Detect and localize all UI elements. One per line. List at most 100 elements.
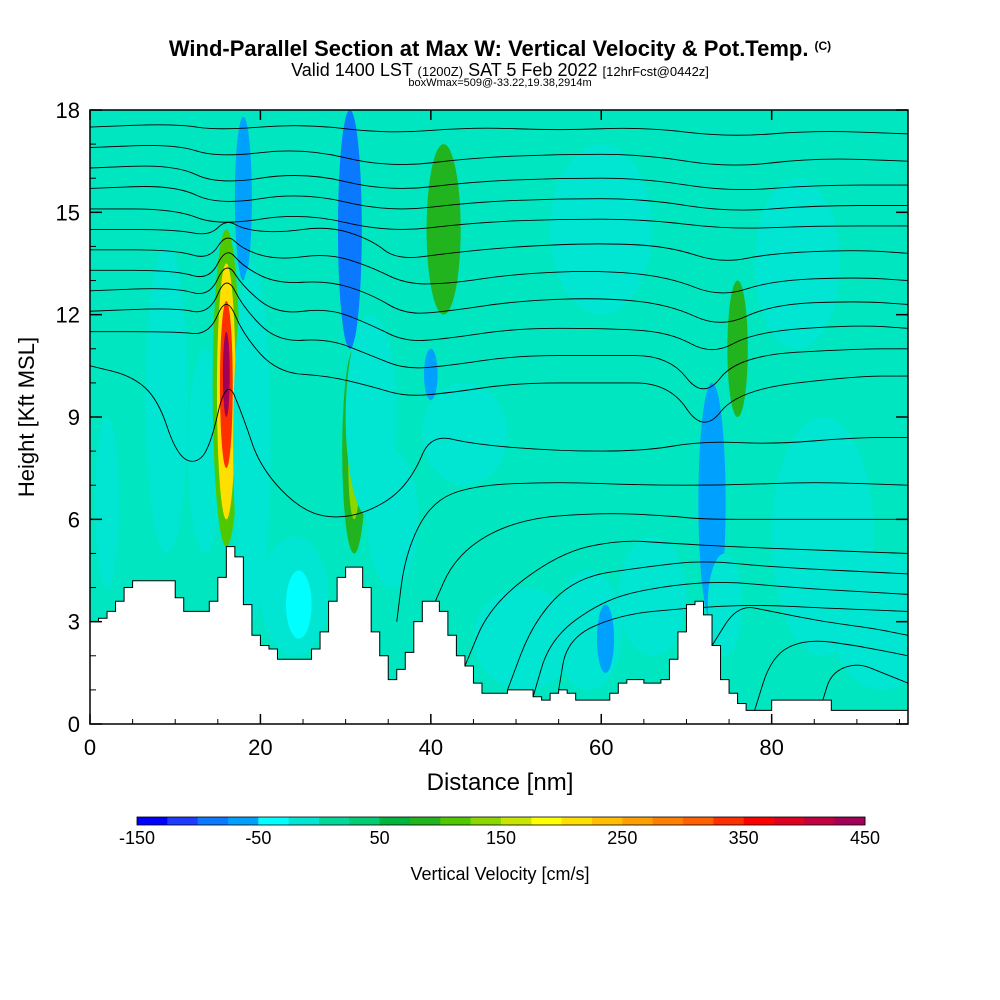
colorbar-tick-label: 150 xyxy=(486,828,516,848)
colorbar-swatch xyxy=(379,817,411,825)
theta-contour-17 xyxy=(558,605,908,690)
colorbar-tick-label: 450 xyxy=(850,828,880,848)
velocity-cell-18 xyxy=(422,382,508,486)
colorbar-swatch xyxy=(228,817,259,825)
theta-contour-6 xyxy=(90,237,908,294)
copyright-mark: (C) xyxy=(814,39,832,53)
colorbar-tick-label: -50 xyxy=(245,828,271,848)
valid-date: SAT 5 Feb 2022 xyxy=(468,60,598,80)
theta-contour-16 xyxy=(532,582,908,697)
velocity-cell-13 xyxy=(337,110,362,349)
x-axis-label: Distance [nm] xyxy=(427,769,574,796)
box-max-info: boxWmax=509@-33.22,19.38,2914m xyxy=(408,77,592,89)
velocity-cell-27 xyxy=(831,553,908,690)
velocity-cell-16 xyxy=(424,348,438,400)
theta-contour-10 xyxy=(90,304,908,423)
velocity-cell-17 xyxy=(426,144,461,315)
colorbar-swatch xyxy=(470,817,502,825)
colorbar-swatch xyxy=(622,817,654,825)
chart-title: Wind-Parallel Section at Max W: Vertical… xyxy=(168,36,832,61)
chart-subtitle: Valid 1400 LST (1200Z) SAT 5 Feb 2022 [1… xyxy=(0,60,1000,81)
velocity-cell-22 xyxy=(618,536,687,656)
colorbar-swatch xyxy=(137,817,168,825)
colorbar-swatch xyxy=(319,817,350,825)
x-tick-label: 60 xyxy=(589,735,613,760)
colorbar-swatch xyxy=(561,817,593,825)
theta-contour-13 xyxy=(430,513,908,612)
velocity-cell-10 xyxy=(285,570,312,639)
velocity-cell-24 xyxy=(707,553,742,656)
colorbar-swatch xyxy=(501,817,532,825)
y-tick-label: 6 xyxy=(68,507,80,532)
colorbar-swatch xyxy=(288,817,320,825)
potential-temperature-contours xyxy=(90,124,908,711)
axes: 0 20 40 60 80 0 3 6 9 12 15 18 xyxy=(56,98,908,760)
colorbar-tick-label: 250 xyxy=(607,828,637,848)
colorbar: -150 -50 50 150 250 350 450 xyxy=(119,816,880,848)
velocity-cell-7 xyxy=(234,116,252,281)
colorbar-swatch xyxy=(592,817,623,825)
velocity-cell-29 xyxy=(754,178,840,349)
colorbar-swatch xyxy=(804,817,836,825)
colorbar-swatch xyxy=(197,817,229,825)
theta-contour-8 xyxy=(90,267,908,351)
x-tick-label: 20 xyxy=(248,735,272,760)
y-axis-label: Height [Kft MSL] xyxy=(14,337,39,497)
x-tick-label: 40 xyxy=(419,735,443,760)
velocity-cell-15 xyxy=(366,451,419,588)
y-tick-label: 18 xyxy=(56,98,80,123)
colorbar-tick-label: 350 xyxy=(729,828,759,848)
velocity-cell-25 xyxy=(727,280,748,417)
colorbar-label: Vertical Velocity [cm/s] xyxy=(410,864,589,884)
theta-contour-11 xyxy=(90,365,908,518)
colorbar-swatch xyxy=(167,817,199,825)
y-tick-label: 15 xyxy=(56,200,80,225)
colorbar-swatch xyxy=(713,817,745,825)
plot-area xyxy=(90,110,908,724)
colorbar-swatch xyxy=(258,817,290,825)
velocity-cell-21 xyxy=(596,604,615,673)
velocity-cell-1 xyxy=(145,246,188,554)
theta-contour-5 xyxy=(90,221,908,261)
theta-contour-0 xyxy=(90,124,908,136)
x-tick-label: 80 xyxy=(759,735,783,760)
theta-contour-20 xyxy=(822,664,908,701)
y-tick-label: 0 xyxy=(68,712,80,737)
velocity-cell-28 xyxy=(550,144,653,315)
theta-contour-3 xyxy=(90,186,908,211)
terrain-mask xyxy=(90,546,908,724)
theta-contour-1 xyxy=(90,145,908,166)
theta-contour-7 xyxy=(90,252,908,323)
y-tick-label: 12 xyxy=(56,303,80,328)
colorbar-tick-label: -150 xyxy=(119,828,155,848)
theta-contour-12 xyxy=(396,482,908,622)
y-tick-label: 9 xyxy=(68,405,80,430)
colorbar-swatch xyxy=(531,817,563,825)
colorbar-swatch xyxy=(349,817,381,825)
colorbar-swatch xyxy=(440,817,472,825)
theta-contour-2 xyxy=(90,165,908,191)
theta-contour-19 xyxy=(754,640,908,711)
theta-contour-18 xyxy=(711,607,908,646)
colorbar-tick-label: 50 xyxy=(370,828,390,848)
colorbar-swatch xyxy=(774,817,805,825)
colorbar-frame xyxy=(136,816,866,826)
valid-utc: (1200Z) xyxy=(417,64,464,79)
theta-contour-9 xyxy=(90,282,908,390)
colorbar-swatch xyxy=(743,817,775,825)
forecast-info: [12hrFcst@0442z] xyxy=(602,64,709,79)
valid-time: Valid 1400 LST xyxy=(291,60,413,80)
velocity-cell-0 xyxy=(95,417,119,588)
colorbar-swatch xyxy=(410,817,441,825)
theta-contour-4 xyxy=(90,208,908,230)
y-tick-label: 3 xyxy=(68,610,80,635)
velocity-cell-6 xyxy=(222,331,230,417)
theta-contour-15 xyxy=(507,561,908,691)
velocity-cell-19 xyxy=(473,587,576,690)
theta-contour-14 xyxy=(464,540,908,667)
x-tick-label: 0 xyxy=(84,735,96,760)
colorbar-swatch xyxy=(683,817,714,825)
colorbar-swatch xyxy=(834,817,866,825)
colorbar-swatch xyxy=(652,817,684,825)
